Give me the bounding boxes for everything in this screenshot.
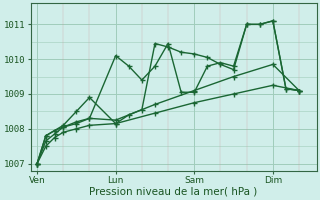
X-axis label: Pression niveau de la mer( hPa ): Pression niveau de la mer( hPa ) <box>89 187 258 197</box>
